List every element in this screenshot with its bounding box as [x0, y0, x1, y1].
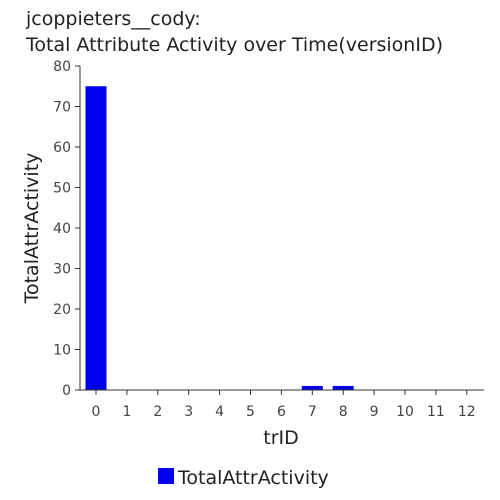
x-tick-label: 0: [92, 404, 101, 420]
x-tick-label: 9: [370, 404, 379, 420]
bar: [301, 385, 323, 390]
plot-area: [85, 86, 354, 390]
x-tick-label: 3: [184, 404, 193, 420]
legend-label: TotalAttrActivity: [177, 467, 329, 489]
chart-title-line-1: jcoppieters__cody:: [25, 8, 201, 30]
legend: TotalAttrActivity: [158, 467, 329, 489]
x-tick-label: 10: [396, 404, 414, 420]
y-tick-label: 40: [53, 221, 71, 237]
chart-title-line-2: Total Attribute Activity over Time(versi…: [25, 34, 443, 56]
x-tick-label: 4: [215, 404, 224, 420]
x-tick-label: 12: [458, 404, 476, 420]
bar: [85, 86, 107, 390]
legend-swatch: [158, 468, 174, 484]
chart-title: jcoppieters__cody: Total Attribute Activ…: [25, 8, 443, 56]
y-tick-label: 30: [53, 262, 71, 278]
y-tick-label: 10: [53, 343, 71, 359]
y-axis-label: TotalAttrActivity: [21, 153, 43, 305]
x-tick-label: 6: [277, 404, 286, 420]
x-tick-label: 1: [122, 404, 131, 420]
y-tick-label: 60: [53, 140, 71, 156]
x-tick-label: 5: [246, 404, 255, 420]
y-axis: 0 10 20 30 40 50 60 70 80: [53, 59, 81, 399]
y-tick-label: 20: [53, 302, 71, 318]
y-tick-label: 50: [53, 181, 71, 197]
bar: [332, 385, 354, 390]
x-tick-label: 7: [308, 404, 317, 420]
y-tick-label: 80: [53, 59, 71, 75]
x-tick-label: 2: [153, 404, 162, 420]
x-tick-label: 11: [427, 404, 445, 420]
x-axis-label: trID: [263, 427, 299, 449]
x-tick-label: 8: [339, 404, 348, 420]
y-tick-label: 0: [62, 383, 71, 399]
x-axis: 0 1 2 3 4 5 6 7 8 9 10 11 12: [80, 389, 484, 420]
y-tick-label: 70: [53, 100, 71, 116]
